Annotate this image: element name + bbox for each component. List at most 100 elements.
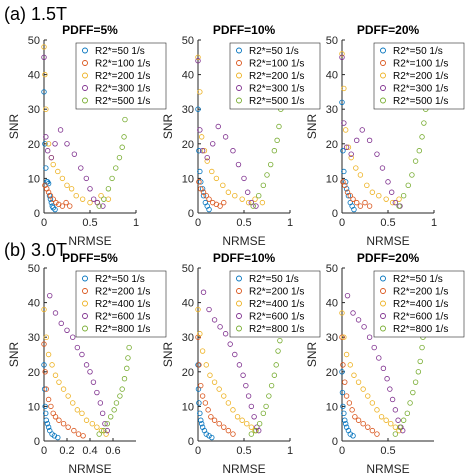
data-point xyxy=(351,372,357,378)
legend-label: R2*=600 1/s xyxy=(249,312,304,323)
data-point xyxy=(94,389,100,396)
data-point xyxy=(41,386,48,392)
data-point xyxy=(235,161,242,168)
data-point xyxy=(341,85,347,92)
y-axis-label: SNR xyxy=(161,342,175,368)
data-point xyxy=(43,334,49,340)
data-point xyxy=(409,172,415,178)
data-point xyxy=(230,407,236,413)
data-point xyxy=(344,189,351,195)
legend-label: R2*=50 1/s xyxy=(95,274,145,285)
data-point xyxy=(416,148,422,154)
data-point xyxy=(350,433,356,439)
data-point xyxy=(211,417,218,423)
data-point xyxy=(87,186,93,192)
legend-label: R2*=800 1/s xyxy=(249,324,304,335)
y-axis-label: SNR xyxy=(161,114,175,140)
y-tick-label: 50 xyxy=(182,263,194,275)
legend-label: R2*=300 1/s xyxy=(95,84,150,95)
y-tick-label: 10 xyxy=(326,173,338,185)
data-point xyxy=(415,369,422,375)
data-point xyxy=(234,414,241,420)
legend-label: R2*=100 1/s xyxy=(249,59,304,70)
data-point xyxy=(395,417,401,423)
data-point xyxy=(48,403,54,410)
data-point xyxy=(266,393,272,399)
legend-label: R2*=800 1/s xyxy=(95,324,150,335)
data-point xyxy=(357,203,364,209)
data-point xyxy=(203,362,209,368)
data-point xyxy=(383,417,389,423)
legend-marker xyxy=(236,85,242,91)
data-point xyxy=(70,334,76,340)
y-tick-label: 0 xyxy=(332,436,338,448)
legend-marker xyxy=(380,325,386,332)
data-point xyxy=(374,151,380,157)
y-tick-label: 30 xyxy=(182,332,194,344)
data-point xyxy=(341,120,347,126)
data-point xyxy=(42,369,48,375)
data-point xyxy=(198,382,204,389)
data-point xyxy=(407,400,413,406)
data-point xyxy=(209,168,215,175)
data-point xyxy=(366,137,373,144)
data-point xyxy=(343,351,350,358)
data-point xyxy=(384,376,390,382)
x-tick-label: 0.5 xyxy=(380,445,395,457)
data-point xyxy=(209,434,215,441)
data-point xyxy=(347,431,353,437)
data-point xyxy=(43,165,49,171)
legend-marker xyxy=(82,275,88,282)
legend-marker xyxy=(82,288,88,294)
data-point xyxy=(121,376,128,382)
data-point xyxy=(52,372,59,378)
data-point xyxy=(221,393,227,399)
data-point xyxy=(47,292,53,299)
data-point xyxy=(340,362,346,368)
data-point xyxy=(197,410,203,417)
data-point xyxy=(342,421,349,427)
legend-marker xyxy=(380,97,386,104)
data-point xyxy=(412,158,419,164)
legend-marker xyxy=(236,97,242,104)
data-point xyxy=(117,393,123,399)
data-point xyxy=(79,196,86,202)
data-point xyxy=(44,421,51,427)
data-point xyxy=(340,148,346,154)
data-point xyxy=(347,362,353,368)
data-point xyxy=(400,192,407,199)
data-point xyxy=(366,334,373,340)
data-point xyxy=(195,58,201,64)
legend-label: R2*=50 1/s xyxy=(95,46,145,57)
data-point xyxy=(203,431,209,437)
data-point xyxy=(83,417,90,423)
data-point xyxy=(244,421,250,427)
data-point xyxy=(232,192,238,199)
y-axis-label: SNR xyxy=(7,342,21,368)
data-point xyxy=(268,382,275,389)
data-point xyxy=(94,424,100,430)
data-point xyxy=(208,414,214,420)
data-point xyxy=(215,123,221,130)
legend-label: R2*=100 1/s xyxy=(393,59,448,70)
data-point xyxy=(365,393,371,399)
data-point xyxy=(273,362,279,368)
legend-marker xyxy=(236,60,242,66)
chart-panel: 0 10 20 30 40 50 0 0.5 1 PDFF=5% NRMSE SNR R2*=50 1/… xyxy=(7,23,167,248)
data-point xyxy=(339,54,345,60)
chart-title: PDFF=5% xyxy=(62,251,118,265)
data-point xyxy=(350,310,356,316)
data-point xyxy=(42,403,48,410)
data-point xyxy=(200,289,207,295)
data-point xyxy=(70,400,76,406)
data-point xyxy=(404,410,411,417)
data-point xyxy=(342,127,349,133)
data-point xyxy=(339,99,345,105)
data-point xyxy=(195,106,201,112)
legend-label: R2*=500 1/s xyxy=(95,96,150,107)
data-point xyxy=(47,192,54,199)
data-point xyxy=(216,386,222,392)
x-tick-label: 1 xyxy=(133,217,139,229)
data-point xyxy=(206,196,212,202)
data-point xyxy=(41,362,47,368)
